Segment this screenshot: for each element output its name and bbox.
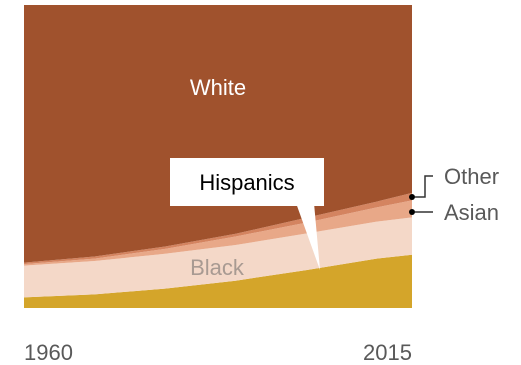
asian-label: Asian [444,200,499,225]
other-asian-leaders [409,175,433,215]
other-label: Other [444,164,499,189]
asian-marker-dot [409,209,415,215]
x-tick-label-end: 2015 [363,340,412,365]
hispanics-area [24,254,412,308]
hispanics-callout: Hispanics [170,158,324,270]
x-tick-label-start: 1960 [24,340,73,365]
callout-pointer [296,203,320,270]
other-marker-dot [409,194,415,200]
callout-box [170,158,324,206]
black-area-label: Black [190,255,245,280]
other-leader-line [415,175,433,198]
white-area-label: White [190,75,246,100]
hispanics-label: Hispanics [199,170,294,195]
